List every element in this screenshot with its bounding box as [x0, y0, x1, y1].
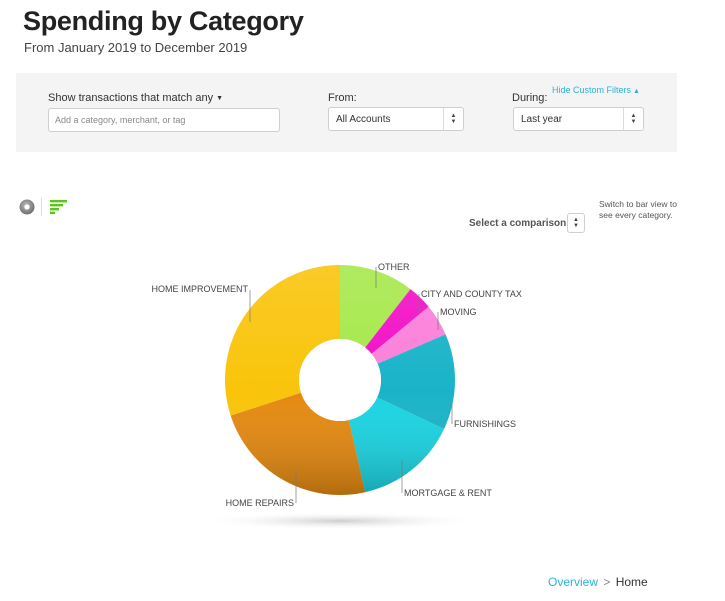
slice-label: FURNISHINGS: [454, 419, 516, 429]
bar-view-icon[interactable]: [50, 200, 68, 214]
select-arrows-icon: ▲ ▼: [443, 108, 463, 130]
chart-shadow: [198, 512, 482, 530]
period-select[interactable]: Last year ▲ ▼: [513, 107, 644, 131]
match-type-value: any: [195, 92, 214, 104]
comparison-select[interactable]: ▲ ▼: [567, 213, 585, 233]
category-search-input[interactable]: [48, 108, 280, 132]
during-label: During:: [512, 92, 548, 104]
page-title: Spending by Category: [23, 6, 304, 36]
breadcrumb-overview-link[interactable]: Overview: [548, 575, 599, 589]
slice-label: MORTGAGE & RENT: [404, 488, 492, 498]
donut-view-icon[interactable]: [19, 199, 35, 215]
hide-filters-label: Hide Custom Filters: [552, 85, 632, 95]
match-label-text: Show transactions that match: [48, 92, 193, 104]
account-select[interactable]: All Accounts ▲ ▼: [328, 107, 464, 131]
breadcrumb-current: Home: [615, 575, 648, 589]
switch-view-note: Switch to bar view to see every category…: [599, 199, 677, 220]
breadcrumb: Overview > Home: [548, 575, 648, 589]
comparison-label: Select a comparison: [469, 218, 567, 229]
donut-hole: [299, 339, 381, 421]
hide-custom-filters-link[interactable]: Hide Custom Filters ▲: [552, 85, 640, 95]
from-label: From:: [328, 92, 357, 104]
period-select-value: Last year: [521, 113, 563, 125]
chevron-down-icon: ▼: [216, 95, 224, 102]
slice-label: HOME IMPROVEMENT: [151, 284, 248, 294]
match-type-dropdown[interactable]: any ▼: [195, 92, 223, 104]
slice-label: MOVING: [440, 307, 477, 317]
match-filter-label: Show transactions that match any ▼: [48, 92, 223, 104]
slice-label: HOME REPAIRS: [226, 498, 294, 508]
view-toggle-divider: [41, 198, 42, 216]
donut-slice-home-improvement[interactable]: [224, 264, 340, 416]
account-select-value: All Accounts: [336, 113, 391, 125]
slice-label: OTHER: [378, 262, 410, 272]
caret-up-icon: ▲: [633, 88, 640, 95]
custom-filters-panel: Show transactions that match any▼ From: …: [16, 73, 677, 152]
date-range-subtitle: From January 2019 to December 2019: [24, 40, 248, 55]
slice-label: CITY AND COUNTY TAX: [421, 289, 522, 299]
select-arrows-icon: ▲ ▼: [623, 108, 643, 130]
breadcrumb-separator: >: [603, 575, 611, 589]
